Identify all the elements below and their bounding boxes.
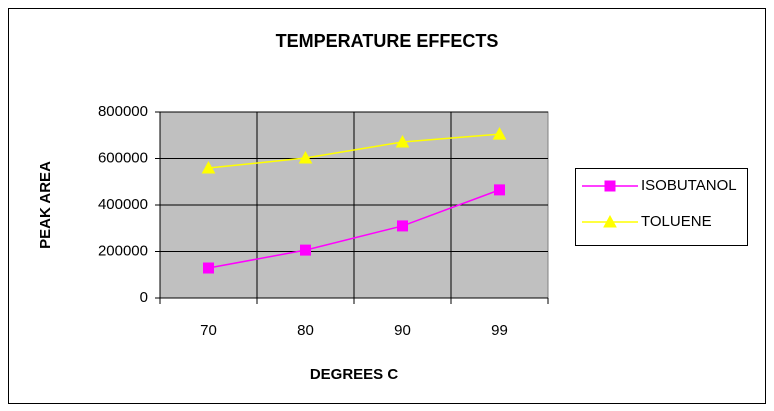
data-point	[300, 244, 311, 256]
data-point	[203, 262, 214, 274]
y-tick-label: 800000	[98, 103, 148, 120]
data-point	[201, 160, 216, 174]
y-tick-label: 400000	[98, 196, 148, 213]
legend	[575, 168, 748, 246]
data-point	[494, 184, 505, 196]
x-tick-label: 99	[491, 322, 508, 339]
x-tick-label: 70	[200, 322, 217, 339]
y-tick-label: 600000	[98, 149, 148, 166]
legend-marker	[604, 180, 616, 192]
data-point	[397, 220, 408, 232]
x-axis-label: DEGREES C	[310, 366, 399, 383]
y-tick-label: 200000	[98, 242, 148, 259]
data-point	[492, 127, 507, 140]
series-line	[208, 189, 500, 269]
legend-marker	[603, 214, 617, 228]
series-line	[208, 133, 500, 169]
data-point	[395, 134, 410, 148]
chart-title: TEMPERATURE EFFECTS	[276, 31, 499, 51]
data-point	[298, 150, 313, 164]
x-tick-label: 80	[297, 322, 314, 339]
x-tick-label: 90	[394, 322, 411, 339]
y-tick-label: 0	[140, 289, 148, 306]
legend-label: ISOBUTANOL	[641, 177, 737, 194]
legend-label: TOLUENE	[641, 213, 712, 230]
y-axis-label: PEAK AREA	[37, 161, 54, 249]
